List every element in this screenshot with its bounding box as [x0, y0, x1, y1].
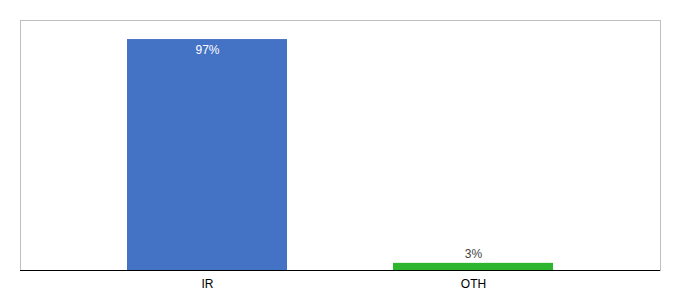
svg-text:IR: IR: [202, 277, 214, 291]
svg-text:97%: 97%: [195, 43, 219, 57]
svg-text:OTH: OTH: [461, 277, 486, 291]
svg-text:3%: 3%: [465, 247, 483, 261]
